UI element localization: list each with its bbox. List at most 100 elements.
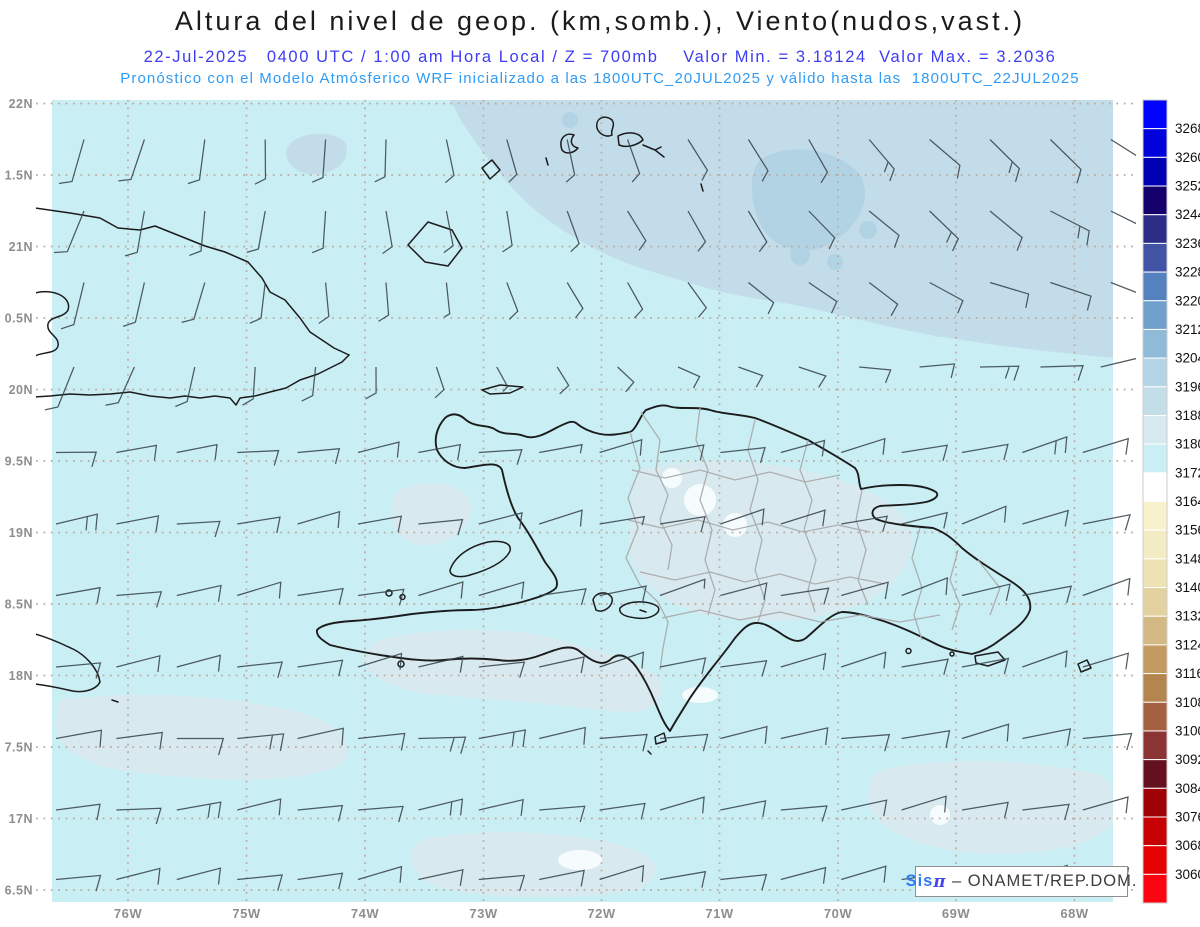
wind-barb <box>176 737 225 756</box>
wind-barb <box>297 727 344 746</box>
wind-barb <box>297 510 341 528</box>
lat-tick-label: 19N <box>9 526 33 540</box>
wind-barb <box>539 805 586 823</box>
wind-barb <box>841 865 887 883</box>
wind-barb <box>478 729 527 748</box>
colorbar-segment <box>1142 816 1168 847</box>
wind-barb <box>297 659 344 677</box>
lon-tick-label: 70W <box>824 906 852 921</box>
wind-barb <box>747 210 768 253</box>
catalina-islets <box>905 647 955 657</box>
wind-barb <box>1082 577 1131 597</box>
wind-barb <box>687 210 707 252</box>
wind-barb <box>720 508 765 526</box>
wind-barb <box>176 584 222 602</box>
wind-barb <box>659 796 705 814</box>
colorbar-segment <box>1142 128 1168 158</box>
colorbar-segment <box>1142 787 1168 818</box>
wind-barb <box>116 867 161 885</box>
colorbar-segment <box>1142 730 1168 761</box>
wind-barb <box>478 661 526 678</box>
wind-barb <box>720 582 768 600</box>
wind-barb <box>961 583 1011 602</box>
wind-barb <box>841 799 888 817</box>
wind-barb <box>1082 437 1130 455</box>
wind-barb <box>55 586 101 604</box>
lon-tick-label: 69W <box>942 906 970 921</box>
wind-barb <box>1082 652 1130 670</box>
colorbar-tick-label: 3180 <box>1175 437 1200 452</box>
wind-barb <box>434 366 445 399</box>
wind-barb <box>929 210 960 252</box>
colorbar-segment <box>1142 845 1168 875</box>
wind-barb <box>599 864 645 883</box>
lat-tick-label: 7.5N <box>5 741 33 755</box>
wind-barb <box>659 657 707 675</box>
province-borders <box>625 407 1001 671</box>
wind-barb <box>780 805 828 822</box>
colorbar-segment <box>1142 242 1168 273</box>
colorbar-tick-label: 3116 <box>1175 666 1200 681</box>
wind-barb <box>478 874 526 892</box>
wind-barb <box>961 801 1009 819</box>
wind-barbs <box>44 138 1136 892</box>
colorbar-tick-label: 3108 <box>1175 695 1200 710</box>
wind-barb <box>720 873 768 891</box>
wind-barb <box>1082 796 1129 814</box>
wind-barb <box>599 438 643 456</box>
wind-barb <box>720 660 768 677</box>
wind-barb <box>566 210 580 253</box>
wind-barb <box>118 139 145 182</box>
wind-barb <box>189 210 206 256</box>
wind-barb <box>1100 357 1136 368</box>
wind-barb <box>780 439 826 457</box>
wind-barb <box>720 725 768 744</box>
colorbar-tick-label: 3252 <box>1175 179 1200 194</box>
caicos-island-east <box>617 132 665 158</box>
colorbar-tick-label: 3212 <box>1175 322 1200 337</box>
wind-barb <box>418 518 464 536</box>
wind-barb <box>599 651 645 669</box>
lake-enriquillo <box>619 601 660 620</box>
colorbar-segment <box>1142 558 1168 589</box>
colorbar-segment <box>1142 414 1168 445</box>
wind-barb <box>357 805 404 823</box>
wind-barb <box>237 733 285 752</box>
wind-barb <box>311 210 327 254</box>
hispaniola-coastline <box>315 404 1032 732</box>
colorbar-tick-label: 3156 <box>1175 523 1200 538</box>
sispi-logo-text: Sis <box>905 872 934 890</box>
lat-tick-label: 17N <box>9 812 33 826</box>
colorbar-tick-label: 3084 <box>1175 781 1200 796</box>
wind-barb <box>919 363 956 379</box>
colorbar-frame <box>1142 99 1168 904</box>
wind-barb <box>55 451 98 467</box>
lat-tick-label: 18N <box>9 669 33 683</box>
wind-barb <box>617 366 635 393</box>
wind-barb <box>60 282 85 330</box>
wind-barb <box>841 437 886 455</box>
wind-barb <box>859 366 892 384</box>
gonave-island <box>449 540 511 578</box>
wind-barb <box>374 139 387 183</box>
axis-labels: 22N 1.5N 21N 0.5N 20N 9.5N 19N 8.5N 18N 7.5N 17N 6.… <box>5 97 1089 921</box>
wind-barb <box>418 443 462 461</box>
colorbar-segment <box>1142 673 1168 703</box>
colorbar-segment <box>1142 701 1168 732</box>
lon-tick-label: 76W <box>114 906 142 921</box>
wind-barb <box>478 512 523 530</box>
wind-barb <box>979 365 1020 381</box>
colorbar-segment <box>1142 386 1168 416</box>
wind-barb <box>565 139 576 183</box>
wind-barb <box>318 282 330 324</box>
wind-barb <box>1110 210 1136 225</box>
colorbar-tick-label: 3140 <box>1175 580 1200 595</box>
wind-barb <box>55 729 103 748</box>
wind-barb <box>599 585 647 603</box>
colorbar-segment <box>1142 328 1168 359</box>
wind-barb <box>418 581 464 599</box>
wind-barb <box>418 798 464 816</box>
wind-barb <box>687 139 709 181</box>
wind-barb <box>841 581 889 600</box>
